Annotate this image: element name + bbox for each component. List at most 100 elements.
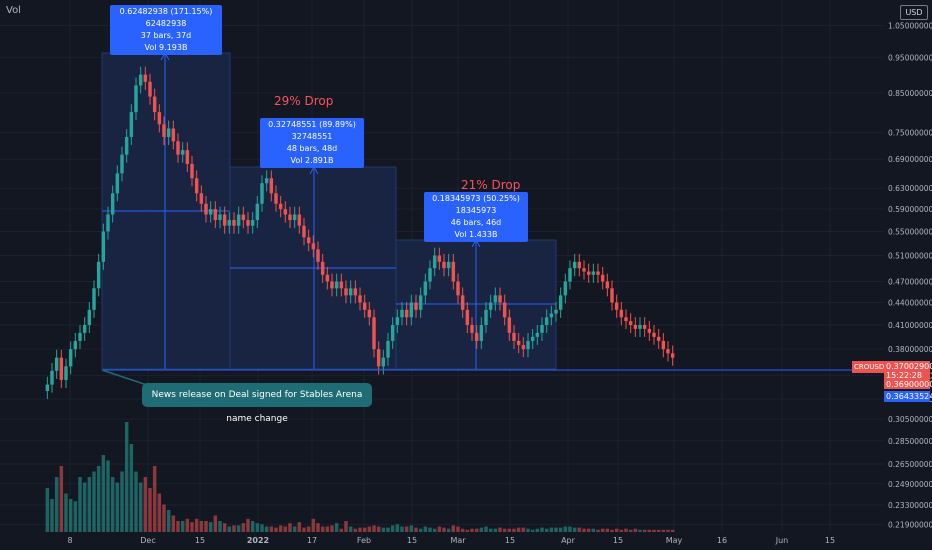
volume-bar xyxy=(199,521,204,532)
volume-bar xyxy=(176,521,180,532)
x-tick-label: Feb xyxy=(357,536,371,545)
candle-body xyxy=(152,96,157,113)
measure-label-2: 0.32748551 (89.89%) 32748551 48 bars, 48… xyxy=(260,118,364,168)
candle-body xyxy=(521,345,526,350)
candle-body xyxy=(502,302,507,318)
candle-body xyxy=(386,340,390,358)
volume-bar xyxy=(670,529,675,532)
x-tick-label: Jun xyxy=(775,536,789,545)
y-tick-label: 0.47000000 xyxy=(888,277,932,286)
measure-3-volume: Vol 1.433B xyxy=(454,230,498,239)
volume-bar xyxy=(381,527,386,532)
volume-bar xyxy=(297,522,302,532)
candle-body xyxy=(78,332,82,341)
volume-bar xyxy=(316,523,320,532)
candle-body xyxy=(460,295,465,310)
x-tick-label: 15 xyxy=(407,536,417,545)
candle-body xyxy=(166,128,171,137)
volume-bar xyxy=(647,529,652,532)
y-tick-label: 0.23300000 xyxy=(888,501,932,510)
candle-body xyxy=(442,261,446,269)
last-price-value: 0.37002900 xyxy=(886,362,932,371)
volume-bar xyxy=(446,528,451,532)
candle-body xyxy=(670,353,675,358)
volume-bar xyxy=(656,529,661,532)
candle-body xyxy=(465,309,470,325)
volume-bar xyxy=(465,529,470,532)
candle-body xyxy=(87,309,92,325)
candle-body xyxy=(106,214,110,232)
candle-body xyxy=(218,214,222,221)
volume-bar xyxy=(409,525,414,532)
measurement-boxes xyxy=(101,51,557,370)
candle-body xyxy=(414,302,418,310)
candle-body xyxy=(512,332,516,341)
volume-bar xyxy=(302,527,306,532)
candle-body xyxy=(372,317,376,350)
candle-body xyxy=(596,271,600,275)
volume-bar xyxy=(148,488,152,532)
candle-body xyxy=(456,281,460,296)
candle-body xyxy=(54,357,59,371)
volume-bar xyxy=(68,499,73,532)
y-tick-label: 0.26500000 xyxy=(888,460,932,469)
candle-body xyxy=(395,317,400,325)
candle-body xyxy=(120,154,124,174)
candle-body xyxy=(64,366,68,380)
y-tick-label: 0.21900000 xyxy=(888,521,932,530)
candle-body xyxy=(367,309,372,318)
candle-body xyxy=(432,255,437,269)
volume-bar xyxy=(507,528,512,532)
candle-body xyxy=(204,203,208,215)
candle-body xyxy=(236,214,241,226)
x-tick-label: Dec xyxy=(140,536,155,545)
volume-bar xyxy=(241,523,246,532)
candle-body xyxy=(45,384,50,392)
candle-body xyxy=(171,128,176,142)
candle-body xyxy=(446,261,451,269)
candle-body xyxy=(227,220,232,226)
volume-bar xyxy=(339,528,344,532)
volume-bar xyxy=(45,488,50,532)
candle-body xyxy=(647,328,652,333)
candle-body xyxy=(586,271,591,275)
volume-bar xyxy=(358,527,362,532)
volume-bar xyxy=(264,526,269,532)
candle-body xyxy=(428,268,432,282)
candle-body xyxy=(661,340,666,350)
volume-bar xyxy=(194,518,199,532)
candle-body xyxy=(358,295,362,303)
volume-bar xyxy=(423,526,428,532)
candle-body xyxy=(423,281,428,296)
volume-bar xyxy=(502,528,507,532)
volume-bar xyxy=(255,523,260,532)
y-tick-label: 0.30500000 xyxy=(888,415,932,424)
candle-body xyxy=(437,255,442,262)
drop-label-29: 29% Drop xyxy=(274,94,334,108)
volume-bar xyxy=(540,527,544,532)
volume-bar xyxy=(129,444,134,532)
volume-bar xyxy=(633,528,638,532)
volume-indicator-label[interactable]: Vol xyxy=(6,5,21,16)
volume-bar xyxy=(568,526,572,532)
x-tick-label: 15 xyxy=(825,536,835,545)
candle-body xyxy=(540,324,544,333)
volume-bar xyxy=(330,525,334,532)
volume-bar xyxy=(544,528,549,532)
volume-bar xyxy=(395,524,400,532)
volume-bar xyxy=(451,525,456,532)
news-annotation[interactable]: News release on Deal signed for Stables … xyxy=(142,383,372,424)
volume-bar xyxy=(638,529,642,532)
candle-body xyxy=(274,193,278,204)
volume-bar xyxy=(577,527,582,532)
volume-bar xyxy=(311,518,316,532)
candle-body xyxy=(493,295,498,303)
x-tick-label: 2022 xyxy=(247,536,269,545)
candle-body xyxy=(250,220,255,226)
currency-badge[interactable]: USD xyxy=(900,5,928,20)
x-tick-label: 15 xyxy=(195,536,205,545)
volume-bar xyxy=(283,526,288,532)
candle-body xyxy=(208,209,213,215)
candle-body xyxy=(638,324,642,329)
